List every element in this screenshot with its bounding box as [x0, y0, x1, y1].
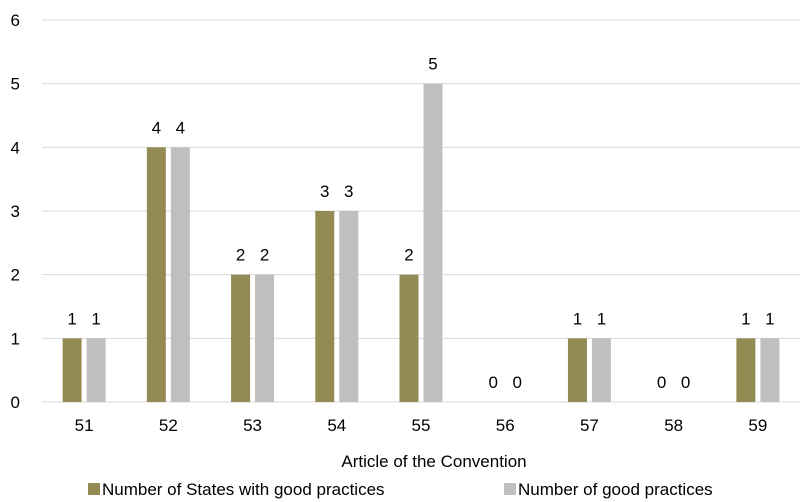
x-tick-label: 52	[159, 416, 178, 435]
y-tick-label: 3	[11, 202, 20, 221]
x-tick-label: 58	[664, 416, 683, 435]
x-tick-label: 54	[327, 416, 346, 435]
x-tick-label: 56	[496, 416, 515, 435]
data-label: 0	[488, 373, 497, 392]
data-label: 1	[573, 309, 582, 328]
y-tick-label: 2	[11, 266, 20, 285]
bar-practices-53	[255, 274, 275, 402]
data-label: 2	[404, 246, 413, 265]
data-label: 1	[741, 309, 750, 328]
bar-states-54	[315, 211, 335, 402]
y-tick-label: 1	[11, 329, 20, 348]
bar-states-59	[736, 338, 756, 402]
data-label: 1	[597, 309, 606, 328]
bar-states-51	[62, 338, 82, 402]
data-label: 2	[260, 246, 269, 265]
bar-practices-52	[170, 147, 190, 402]
data-label: 2	[236, 246, 245, 265]
bar-states-57	[567, 338, 587, 402]
bar-practices-59	[760, 338, 780, 402]
data-label: 4	[176, 118, 185, 137]
y-tick-label: 6	[11, 11, 20, 30]
bar-states-52	[146, 147, 166, 402]
data-label: 4	[152, 118, 161, 137]
x-tick-label: 51	[75, 416, 94, 435]
x-axis-ticks: 51 52 53 54 55 56 57 58 59	[75, 416, 768, 435]
y-tick-label: 5	[11, 75, 20, 94]
x-tick-label: 53	[243, 416, 262, 435]
data-label: 3	[344, 182, 353, 201]
bar-practices-54	[339, 211, 359, 402]
y-axis-ticks: 0 1 2 3 4 5 6	[11, 11, 20, 412]
bar-practices-55	[423, 83, 443, 403]
legend-swatch-states	[88, 483, 100, 495]
bars	[62, 83, 780, 403]
bar-states-53	[231, 274, 251, 402]
data-label: 0	[657, 373, 666, 392]
data-label: 0	[512, 373, 521, 392]
bar-states-55	[399, 274, 419, 402]
y-tick-label: 4	[11, 138, 20, 157]
data-label: 1	[67, 309, 76, 328]
legend: Number of States with good practices Num…	[88, 480, 713, 499]
legend-label-states: Number of States with good practices	[102, 480, 385, 499]
x-tick-label: 55	[412, 416, 431, 435]
x-axis-title: Article of the Convention	[341, 452, 526, 471]
bar-practices-51	[86, 338, 106, 402]
data-label: 3	[320, 182, 329, 201]
legend-swatch-practices	[504, 483, 516, 495]
data-label: 1	[91, 309, 100, 328]
y-tick-label: 0	[11, 393, 20, 412]
data-label: 1	[765, 309, 774, 328]
gridlines	[42, 19, 800, 403]
bar-practices-57	[591, 338, 611, 402]
data-label: 0	[681, 373, 690, 392]
x-tick-label: 57	[580, 416, 599, 435]
x-tick-label: 59	[748, 416, 767, 435]
legend-label-practices: Number of good practices	[518, 480, 713, 499]
data-label: 5	[428, 55, 437, 74]
